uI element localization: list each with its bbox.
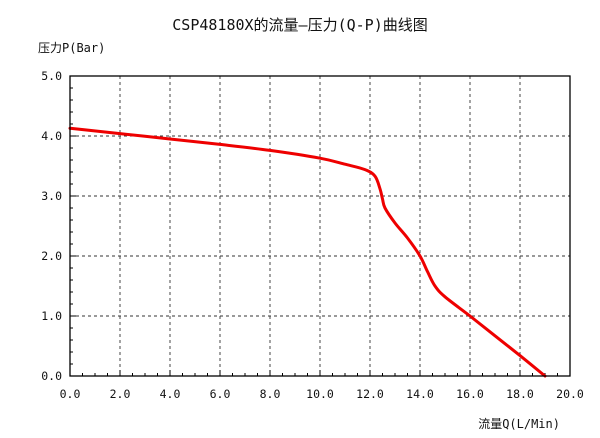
x-tick-label: 2.0 bbox=[110, 387, 131, 401]
x-tick-label: 18.0 bbox=[506, 387, 534, 401]
x-tick-label: 16.0 bbox=[456, 387, 484, 401]
tick-labels: 0.0 2.0 4.0 6.0 8.0 10.0 12.0 14.0 16.0 18.0 20.0 0… bbox=[41, 69, 584, 401]
y-tick-label: 3.0 bbox=[41, 189, 62, 203]
x-tick-label: 4.0 bbox=[160, 387, 181, 401]
x-tick-label: 12.0 bbox=[356, 387, 384, 401]
x-tick-label: 14.0 bbox=[406, 387, 434, 401]
series-layer bbox=[68, 126, 547, 378]
x-tick-label: 0.0 bbox=[60, 387, 81, 401]
x-axis-label: 流量Q(L/Min) bbox=[478, 417, 560, 431]
q-p-curve-line bbox=[68, 126, 547, 378]
y-axis-label: 压力P(Bar) bbox=[38, 41, 105, 55]
x-tick-label: 20.0 bbox=[556, 387, 584, 401]
y-tick-label: 0.0 bbox=[41, 369, 62, 383]
grid bbox=[70, 76, 570, 376]
y-tick-label: 2.0 bbox=[41, 249, 62, 263]
x-tick-label: 10.0 bbox=[306, 387, 334, 401]
plot-frame bbox=[69, 75, 571, 377]
y-tick-label: 1.0 bbox=[41, 309, 62, 323]
y-tick-label: 4.0 bbox=[41, 129, 62, 143]
axis-ticks bbox=[69, 75, 571, 377]
x-tick-label: 8.0 bbox=[260, 387, 281, 401]
chart-title: CSP48180X的流量—压力(Q-P)曲线图 bbox=[172, 16, 427, 34]
x-tick-label: 6.0 bbox=[210, 387, 231, 401]
y-tick-label: 5.0 bbox=[41, 69, 62, 83]
